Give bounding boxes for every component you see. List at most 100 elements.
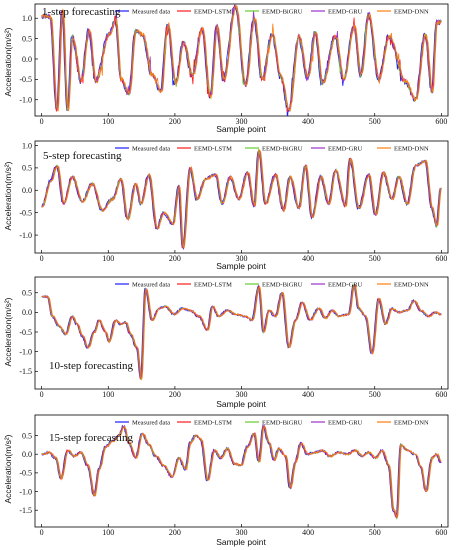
series-line-eemd-gru	[41, 150, 442, 250]
panel-title: 10-step forecasting	[49, 360, 133, 372]
x-axis-label: Sample point	[216, 124, 266, 134]
x-tick-label: 0	[40, 528, 44, 537]
x-tick-label: 100	[102, 528, 114, 537]
y-axis-label: Acceleration(m/s²)	[3, 434, 13, 503]
legend-label: EEMD-GRU	[328, 419, 363, 426]
y-tick-label: -0.5	[19, 75, 32, 84]
legend-label: EEMD-BiGRU	[262, 281, 303, 288]
x-tick-label: 300	[236, 117, 248, 126]
legend-label: EEMD-DNN	[394, 8, 429, 15]
legend-label: EEMD-LSTM	[194, 8, 232, 15]
series-line-eemd-bigru	[41, 147, 442, 250]
series-line-eemd-lstm	[41, 148, 442, 249]
panel-1-step: Acceleration(m/s²) 0 100 200 300 400 500 600 1.…	[3, 3, 449, 134]
panel-title: 15-step forecasting	[49, 432, 133, 444]
x-tick-label: 200	[169, 528, 181, 537]
legend-label: EEMD-DNN	[394, 145, 429, 152]
y-tick-label: -0.5	[19, 469, 32, 478]
legend: Measured data EEMD-LSTM EEMD-BiGRU EEMD-GRU…	[115, 145, 429, 152]
y-tick-label: 0.5	[22, 289, 32, 298]
legend-label: EEMD-GRU	[328, 8, 363, 15]
x-tick-label: 200	[169, 254, 181, 263]
x-tick-label: 300	[236, 528, 248, 537]
series-lines	[41, 283, 442, 381]
panel-title: 5-step forecasting	[43, 150, 122, 162]
y-tick-label: 0.0	[22, 450, 32, 459]
x-tick-label: 500	[369, 390, 381, 399]
series-line-eemd-dnn	[41, 284, 442, 381]
x-tick-label: 400	[302, 254, 314, 263]
x-tick-label: 500	[369, 117, 381, 126]
legend-label: EEMD-GRU	[328, 281, 363, 288]
x-tick-label: 500	[369, 254, 381, 263]
y-tick-label: -1.0	[19, 96, 32, 105]
series-lines	[41, 424, 442, 520]
y-tick-label: 1.0	[22, 141, 32, 150]
legend-label: EEMD-LSTM	[194, 281, 232, 288]
x-tick-label: 0	[40, 390, 44, 399]
y-tick-label: 0.5	[22, 431, 32, 440]
y-tick-label: 1.0	[22, 14, 32, 23]
panel-15-step: Acceleration(m/s²) 0 100 200 300 400 500 600 0.…	[3, 414, 449, 547]
series-line-measured-data	[41, 150, 442, 249]
y-tick-label: 0.5	[22, 34, 32, 43]
y-tick-label: 0.5	[22, 164, 32, 173]
x-tick-label: 0	[40, 117, 44, 126]
y-tick-label: -1.0	[19, 487, 32, 496]
y-tick-label: -1.5	[19, 367, 32, 376]
x-tick-label: 100	[102, 254, 114, 263]
x-tick-label: 400	[302, 117, 314, 126]
x-tick-label: 400	[302, 390, 314, 399]
legend-label: EEMD-DNN	[394, 281, 429, 288]
series-line-eemd-dnn	[41, 149, 442, 249]
x-axis-label: Sample point	[216, 537, 266, 547]
legend-label: Measured data	[132, 419, 170, 426]
x-tick-label: 500	[369, 528, 381, 537]
legend-label: Measured data	[132, 145, 170, 152]
axis-ticks: 0 100 200 300 400 500 600 0.5 0.0 -0.5 -1.0 -1.5	[19, 289, 447, 399]
y-tick-label: 0.0	[22, 55, 32, 64]
y-tick-label: 0.0	[22, 308, 32, 317]
y-axis-label: Acceleration(m/s²)	[3, 161, 13, 230]
y-tick-label: -1.5	[19, 506, 32, 515]
y-tick-label: -0.5	[19, 208, 32, 217]
legend-label: Measured data	[132, 8, 170, 15]
series-lines	[41, 147, 442, 250]
series-line-eemd-dnn	[41, 4, 442, 113]
panel-title: 1-step forecasting	[42, 6, 121, 18]
x-tick-label: 400	[302, 528, 314, 537]
x-axis-label: Sample point	[216, 399, 266, 409]
x-tick-label: 200	[169, 390, 181, 399]
series-line-eemd-dnn	[41, 426, 442, 519]
y-tick-label: -0.5	[19, 328, 32, 337]
panel-10-step: Acceleration(m/s²) 0 100 200 300 400 500 600 0.…	[3, 276, 449, 409]
x-axis-label: Sample point	[216, 261, 266, 271]
axis-ticks: 0 100 200 300 400 500 600 0.5 0.0 -0.5 -1.0 -1.5	[19, 431, 447, 537]
y-axis-label: Acceleration(m/s²)	[3, 297, 13, 366]
legend-label: EEMD-DNN	[394, 419, 429, 426]
legend-label: EEMD-GRU	[328, 145, 363, 152]
legend: Measured data EEMD-LSTM EEMD-BiGRU EEMD-GRU…	[115, 8, 429, 15]
x-tick-label: 300	[236, 254, 248, 263]
legend-label: EEMD-BiGRU	[262, 419, 303, 426]
panel-5-step: Acceleration(m/s²) 0 100 200 300 400 500 600 1.…	[3, 140, 449, 271]
plot-frame	[34, 276, 449, 390]
axis-ticks: 0 100 200 300 400 500 600 1.0 0.5 0.0 -0.5 -1.0	[19, 14, 447, 126]
series-lines	[41, 4, 442, 116]
x-tick-label: 200	[169, 117, 181, 126]
legend-label: EEMD-LSTM	[194, 145, 232, 152]
x-tick-label: 100	[102, 390, 114, 399]
x-tick-label: 300	[236, 390, 248, 399]
y-tick-label: -1.0	[19, 231, 32, 240]
y-tick-label: 0.0	[22, 186, 32, 195]
series-line-eemd-bigru	[41, 4, 442, 111]
y-tick-label: -1.0	[19, 347, 32, 356]
x-tick-label: 600	[435, 528, 447, 537]
legend: Measured data EEMD-LSTM EEMD-BiGRU EEMD-GRU…	[115, 281, 429, 288]
x-tick-label: 0	[40, 254, 44, 263]
x-tick-label: 600	[435, 254, 447, 263]
legend-label: EEMD-BiGRU	[262, 8, 303, 15]
legend-label: Measured data	[132, 281, 170, 288]
legend: Measured data EEMD-LSTM EEMD-BiGRU EEMD-GRU…	[115, 419, 429, 426]
